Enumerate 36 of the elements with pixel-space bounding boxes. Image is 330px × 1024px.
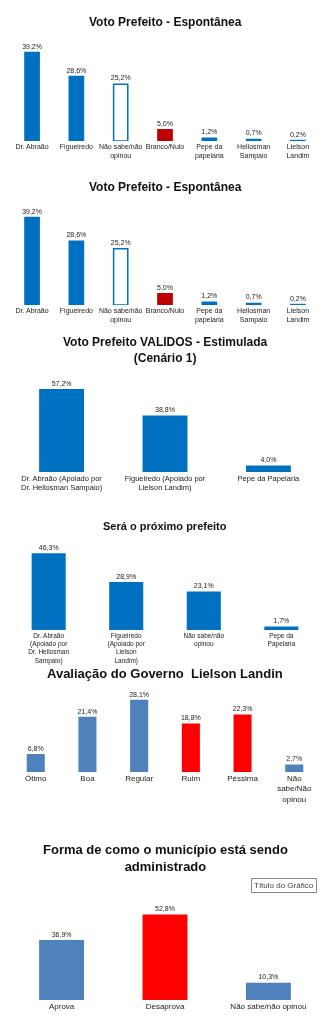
bar	[233, 714, 252, 772]
x-tick-label: Regular	[125, 774, 154, 783]
bar	[285, 764, 304, 772]
x-tick-label: Aprova	[48, 1002, 75, 1011]
bar	[24, 216, 40, 305]
bar	[24, 51, 40, 141]
bar	[157, 293, 173, 305]
bar	[186, 591, 221, 630]
bar	[31, 553, 66, 630]
bar	[181, 723, 200, 772]
bar	[201, 301, 218, 305]
chart-title: Voto Prefeito - Espontânea	[89, 180, 242, 194]
bar	[26, 753, 45, 772]
chart-title: Voto Prefeito - Espontânea	[89, 15, 242, 29]
chart-title: Forma de como o município está sendo administrado	[43, 842, 288, 874]
x-tick-label: Desaprova	[145, 1002, 185, 1011]
bar	[130, 699, 149, 772]
x-tick-label: Boa	[80, 774, 96, 783]
bar	[68, 240, 85, 305]
x-tick-label: Ótimo	[25, 774, 47, 783]
x-tick-label: Não sabe/Não opinou	[277, 774, 312, 804]
bar	[201, 137, 218, 141]
x-tick-label: Não sabe/não opinou	[230, 1002, 307, 1011]
bar	[68, 75, 85, 141]
bar	[157, 128, 173, 141]
chart-title: Avaliação do Governo Lielson Landin	[47, 666, 283, 681]
bar	[112, 83, 129, 141]
bar	[109, 581, 144, 630]
bar	[264, 626, 299, 630]
chart-title: Será o próximo prefeito	[103, 520, 227, 532]
x-tick-label: Ruim	[181, 774, 201, 783]
bar	[78, 716, 97, 772]
x-tick-label: Péssima	[227, 774, 259, 783]
text: Título do Gráfico	[254, 881, 314, 890]
chart-title: Voto Prefeito VALIDOS - Estimulada (Cenário 1)	[63, 335, 268, 365]
bar	[112, 248, 129, 305]
